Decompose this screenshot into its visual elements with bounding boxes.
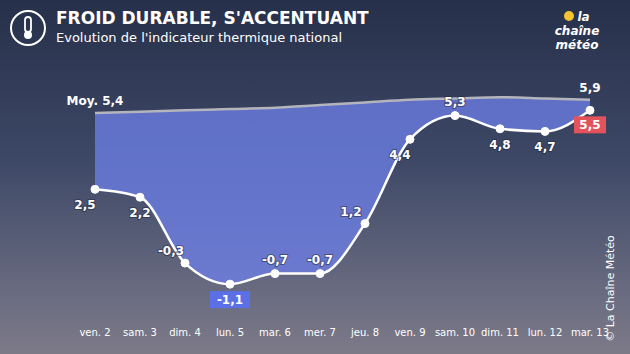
svg-text:sam. 10: sam. 10 <box>435 327 475 338</box>
svg-text:mar. 13: mar. 13 <box>571 327 609 338</box>
svg-text:5,5: 5,5 <box>579 118 600 132</box>
html-text:Evolution de l'indicateur ther: Evolution de l'indicateur thermique nati… <box>56 30 342 45</box>
svg-text:sam. 3: sam. 3 <box>123 327 157 338</box>
svg-text:Moy. 5,4: Moy. 5,4 <box>67 94 124 108</box>
svg-text:dim. 11: dim. 11 <box>481 327 519 338</box>
svg-text:2,2: 2,2 <box>129 206 150 220</box>
svg-text:-1,1: -1,1 <box>217 293 243 307</box>
svg-text:5,9: 5,9 <box>579 81 600 95</box>
svg-text:1,2: 1,2 <box>340 205 361 219</box>
html-text:FROID DURABLE, S'ACCENTUANT: FROID DURABLE, S'ACCENTUANT <box>56 8 369 28</box>
svg-text:4,7: 4,7 <box>534 140 555 154</box>
html-text:© La Chaîne Météo: © La Chaîne Météo <box>603 235 617 342</box>
svg-text:ven. 2: ven. 2 <box>79 327 110 338</box>
svg-text:mar. 6: mar. 6 <box>259 327 291 338</box>
svg-text:-0,7: -0,7 <box>262 253 288 267</box>
svg-text:dim. 4: dim. 4 <box>169 327 201 338</box>
svg-text:jeu. 8: jeu. 8 <box>350 327 379 338</box>
svg-text:4,4: 4,4 <box>389 148 410 162</box>
svg-text:5,3: 5,3 <box>444 95 465 109</box>
svg-text:lun. 12: lun. 12 <box>528 327 563 338</box>
svg-text:-0,3: -0,3 <box>158 244 184 258</box>
svg-text:ven. 9: ven. 9 <box>394 327 425 338</box>
svg-text:2,5: 2,5 <box>74 198 95 212</box>
svg-text:mer. 7: mer. 7 <box>304 327 336 338</box>
svg-text:-0,7: -0,7 <box>307 253 333 267</box>
svg-text:lun. 5: lun. 5 <box>216 327 244 338</box>
svg-text:4,8: 4,8 <box>489 138 510 152</box>
html-text:la chaîne météo: la chaîne météo <box>554 10 600 52</box>
